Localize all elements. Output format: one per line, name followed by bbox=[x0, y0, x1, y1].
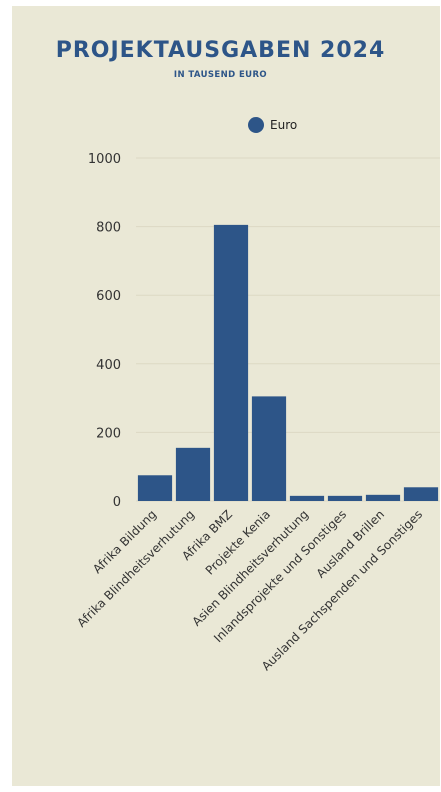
y-tick-label: 600 bbox=[96, 289, 121, 304]
y-axis-ticks: 0 200 400 600 800 1000 bbox=[88, 152, 121, 510]
x-tick-label: Afrika Bildung bbox=[90, 507, 159, 576]
y-tick-label: 800 bbox=[96, 221, 121, 236]
y-tick-label: 400 bbox=[96, 358, 121, 373]
y-tick-label: 0 bbox=[113, 495, 121, 510]
bar[interactable] bbox=[251, 396, 287, 501]
legend-label-euro: Euro bbox=[270, 118, 297, 132]
bars bbox=[137, 224, 439, 501]
bar[interactable] bbox=[327, 495, 363, 501]
x-tick-label: Ausland Brillen bbox=[314, 507, 388, 581]
legend-marker-euro bbox=[248, 117, 264, 133]
y-tick-label: 200 bbox=[96, 426, 121, 441]
bar[interactable] bbox=[137, 475, 173, 501]
bar[interactable] bbox=[213, 224, 249, 501]
bar[interactable] bbox=[289, 495, 325, 501]
bar[interactable] bbox=[175, 447, 211, 501]
chart-title: PROJEKTAUSGABEN 2024 bbox=[55, 38, 386, 63]
y-tick-label: 1000 bbox=[88, 152, 121, 167]
bar[interactable] bbox=[403, 487, 439, 501]
chart-subtitle: IN TAUSEND EURO bbox=[173, 70, 268, 80]
legend[interactable]: Euro bbox=[248, 117, 297, 133]
bar[interactable] bbox=[365, 494, 401, 501]
